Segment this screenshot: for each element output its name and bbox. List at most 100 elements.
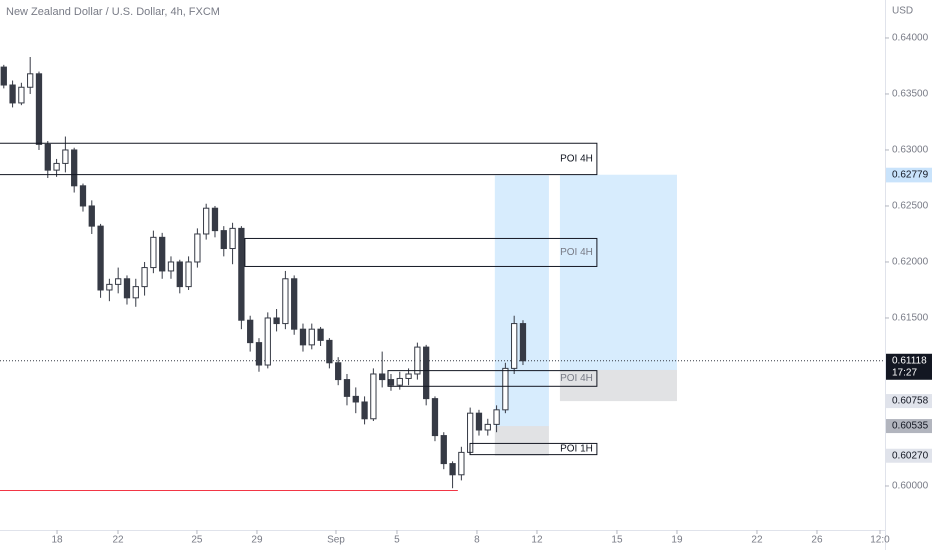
candle-body [264, 317, 271, 366]
y-tick-label: 0.64000 [892, 33, 929, 44]
y-tick-label: 0.62000 [892, 257, 929, 268]
x-tick-label: 22 [112, 535, 124, 546]
candle-body [414, 346, 421, 375]
candle-body [185, 261, 192, 288]
candle-body [431, 398, 439, 437]
candle-body [370, 373, 377, 420]
x-tick-label: 19 [671, 535, 683, 546]
candle-body [220, 230, 227, 250]
poi-zone [469, 442, 598, 456]
candle-body [282, 278, 289, 325]
last-price-bg [886, 353, 932, 380]
candle-body [299, 328, 307, 346]
last-price-label: 0.61118 [892, 355, 927, 366]
poi-label: POI 1H [560, 444, 593, 455]
poi-label: POI 4H [560, 247, 593, 258]
candle-body [27, 73, 34, 88]
entry-tag-bg [886, 419, 932, 434]
y-tick-label: 0.63000 [892, 145, 929, 156]
y-tick-label: 0.60000 [892, 481, 929, 492]
x-tick-label: 5 [394, 535, 400, 546]
candle-body [88, 205, 95, 227]
x-tick-label: 18 [51, 535, 63, 546]
candle-body [255, 342, 263, 366]
x-tick-label: 25 [191, 535, 203, 546]
candle-body [519, 323, 527, 362]
x-tick-label: 8 [474, 535, 480, 546]
candle-body [229, 227, 236, 250]
candle-body [440, 435, 447, 465]
candle-body [203, 207, 210, 235]
candle-body [396, 377, 403, 386]
candle-body [71, 149, 78, 187]
candle-body [123, 278, 131, 299]
candle-body [449, 463, 456, 476]
profit-zone [559, 174, 677, 370]
poi-zone [0, 142, 598, 176]
candle-body [53, 162, 60, 171]
candle-body [62, 149, 69, 164]
candle-body [352, 395, 359, 403]
candle-body [493, 409, 500, 425]
loss-zone [494, 426, 549, 456]
candle-body [458, 451, 465, 476]
y-tick-label: 0.63500 [892, 89, 929, 100]
y-tick-label: 0.62500 [892, 201, 929, 212]
candle-body [106, 283, 113, 291]
candle-body [379, 373, 386, 381]
x-tick-label: Sep [327, 535, 345, 546]
candle-body [194, 233, 201, 263]
candle-body [247, 319, 254, 344]
candle-body [35, 73, 43, 145]
x-tick-label: 12 [531, 535, 543, 546]
candle-body [291, 278, 298, 330]
y-tick-label: 0.61500 [892, 313, 929, 324]
candle-body [9, 84, 16, 104]
candle-body [159, 236, 166, 272]
candle-body [211, 207, 219, 232]
candle-body [335, 362, 342, 381]
candle-body [141, 267, 148, 288]
candle-body [176, 261, 183, 288]
candle-body [18, 86, 25, 104]
candle-body [343, 379, 351, 397]
candle-body [97, 225, 104, 291]
candle-body [387, 379, 395, 386]
poi-label: POI 4H [560, 373, 593, 384]
candle-body [308, 328, 315, 346]
candle-body [484, 423, 491, 431]
candle-body [150, 236, 157, 269]
x-tick-label: 22 [751, 535, 763, 546]
target-tag: 0.62779 [892, 169, 929, 180]
candle-body [361, 401, 368, 420]
poi-zone [244, 237, 598, 267]
countdown-label: 17:27 [892, 367, 917, 378]
candle-body [475, 412, 483, 431]
poi-label: POI 4H [560, 154, 593, 165]
target-tag-bg [886, 167, 932, 182]
candle-body [132, 286, 139, 299]
stop-tag: 0.60758 [892, 396, 929, 407]
stop-tag-bg [886, 448, 932, 463]
candle-body [44, 143, 51, 171]
candle-body [167, 261, 175, 272]
x-tick-label: 26 [811, 535, 823, 546]
candle-body [115, 278, 122, 285]
stop-tag-bg [886, 394, 932, 409]
candle-body [511, 323, 518, 369]
entry-tag: 0.60535 [892, 421, 929, 432]
x-tick-label: 15 [611, 535, 623, 546]
candle-body [317, 328, 324, 341]
candle-body [405, 373, 412, 379]
loss-zone [559, 369, 677, 402]
candle-body [502, 367, 509, 411]
candle-body [326, 339, 333, 364]
candle-body [0, 66, 7, 86]
candle-body [273, 317, 280, 325]
currency-label: USD [892, 6, 913, 17]
poi-zone [387, 370, 598, 387]
stop-tag: 0.60270 [892, 450, 929, 461]
candle-body [238, 227, 245, 321]
chart-title: New Zealand Dollar / U.S. Dollar, 4h, FX… [6, 6, 220, 18]
